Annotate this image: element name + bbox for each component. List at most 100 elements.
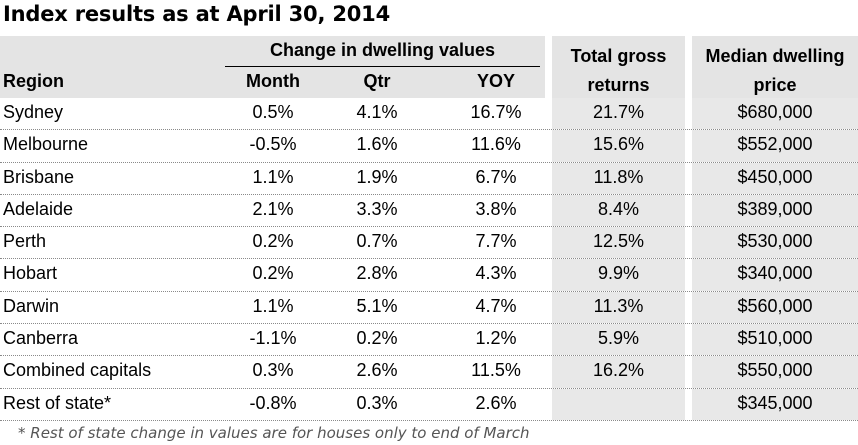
cell-qtr: 5.1% xyxy=(356,295,398,316)
cell-month: 0.2% xyxy=(252,231,294,252)
cell-yoy: 2.6% xyxy=(475,392,517,413)
column-header-total-gross: Total gross returns xyxy=(552,42,685,100)
total-gross-band xyxy=(552,388,685,420)
total-gross-band xyxy=(552,98,685,130)
cell-total-gross: 8.4% xyxy=(597,198,640,219)
cell-month: 0.3% xyxy=(252,360,294,381)
median-band xyxy=(692,291,858,324)
cell-region: Hobart xyxy=(3,263,58,284)
cell-region: Darwin xyxy=(3,295,60,316)
column-header-qtr: Qtr xyxy=(363,71,391,91)
cell-total-gross: 21.7% xyxy=(592,102,645,122)
cell-region: Combined capitals xyxy=(3,360,152,381)
cell-month: 0.2% xyxy=(252,263,294,284)
cell-total-gross: 9.9% xyxy=(597,263,640,284)
cell-total-gross: 11.3% xyxy=(593,295,644,316)
column-header-median-line1: Median dwelling xyxy=(705,46,845,66)
header-band-median: Median dwelling price xyxy=(692,36,858,98)
table-body: Sydney 0.5% 4.1% 16.7% 21.7% $680,000 Melbourn… xyxy=(0,98,858,421)
table-row: Combined capitals 0.3% 2.6% 11.5% 16.2% $550,… xyxy=(0,356,858,389)
cell-month: 1.1% xyxy=(252,166,294,187)
cell-yoy: 4.3% xyxy=(475,263,517,284)
column-header-total-gross-line2: returns xyxy=(587,75,650,95)
total-gross-band xyxy=(552,162,685,194)
median-band xyxy=(692,130,858,162)
cell-qtr: 2.6% xyxy=(356,360,398,381)
median-band xyxy=(692,388,858,420)
cell-qtr: 2.8% xyxy=(356,263,398,284)
cell-median-price: $345,000 xyxy=(737,392,813,413)
cell-month: 1.1% xyxy=(252,295,294,316)
cell-total-gross: 15.6% xyxy=(592,134,645,155)
cell-qtr: 1.6% xyxy=(356,134,398,155)
median-band xyxy=(692,324,858,356)
cell-total-gross: 5.9% xyxy=(597,328,640,349)
cell-median-price: $530,000 xyxy=(737,231,813,252)
cell-qtr: 4.1% xyxy=(356,102,398,122)
total-gross-band xyxy=(552,130,685,162)
cell-month: 2.1% xyxy=(252,198,294,219)
cell-median-price: $340,000 xyxy=(737,263,813,284)
footnote: * Rest of state change in values are for… xyxy=(18,424,530,442)
cell-median-price: $389,000 xyxy=(737,198,813,219)
cell-yoy: 11.5% xyxy=(471,360,521,381)
cell-region: Brisbane xyxy=(3,166,75,187)
cell-qtr: 0.2% xyxy=(356,328,398,349)
median-band xyxy=(692,162,858,194)
table-row: Melbourne -0.5% 1.6% 11.6% 15.6% $552,000 xyxy=(0,130,858,163)
cell-median-price: $552,000 xyxy=(737,134,813,155)
cell-month: -0.8% xyxy=(249,392,297,413)
cell-total-gross: 16.2% xyxy=(592,360,645,381)
median-band xyxy=(692,98,858,130)
median-band xyxy=(692,227,858,259)
column-header-median: Median dwelling price xyxy=(692,42,858,100)
cell-region: Adelaide xyxy=(3,198,74,219)
cell-qtr: 3.3% xyxy=(356,198,398,219)
cell-yoy: 1.2% xyxy=(475,328,517,349)
cell-yoy: 16.7% xyxy=(470,102,522,122)
cell-yoy: 6.7% xyxy=(475,166,517,187)
cell-yoy: 4.7% xyxy=(475,295,517,316)
total-gross-band xyxy=(552,324,685,356)
header-band-total-gross: Total gross returns xyxy=(552,36,685,98)
cell-total-gross: 11.8% xyxy=(593,166,644,187)
table-row: Adelaide 2.1% 3.3% 3.8% 8.4% $389,000 xyxy=(0,194,858,228)
cell-qtr: 1.9% xyxy=(356,166,398,187)
cell-median-price: $560,000 xyxy=(737,295,813,316)
cell-region: Melbourne xyxy=(3,134,89,155)
header-band-change: Change in dwelling values Region Month Q… xyxy=(0,36,545,98)
cell-median-price: $550,000 xyxy=(737,360,813,381)
cell-median-price: $510,000 xyxy=(737,328,813,349)
total-gross-band xyxy=(552,356,685,388)
cell-yoy: 3.8% xyxy=(475,198,517,219)
cell-yoy: 11.6% xyxy=(471,134,521,155)
column-header-yoy: YOY xyxy=(476,71,515,91)
table-row: Brisbane 1.1% 1.9% 6.7% 11.8% $450,000 xyxy=(0,162,858,195)
total-gross-band xyxy=(552,227,685,259)
cell-month: 0.5% xyxy=(252,102,294,122)
table-row: Hobart 0.2% 2.8% 4.3% 9.9% $340,000 xyxy=(0,259,858,292)
cell-median-price: $450,000 xyxy=(737,166,813,187)
cell-total-gross: 12.5% xyxy=(592,231,645,252)
total-gross-band xyxy=(552,194,685,227)
cell-month: -0.5% xyxy=(249,134,297,155)
column-header-median-line2: price xyxy=(753,75,797,95)
cell-region: Sydney xyxy=(3,102,64,122)
median-band xyxy=(692,194,858,227)
column-header-total-gross-line1: Total gross xyxy=(570,46,667,66)
median-band xyxy=(692,356,858,388)
total-gross-band xyxy=(552,291,685,324)
table-row: Canberra -1.1% 0.2% 1.2% 5.9% $510,000 xyxy=(0,324,858,357)
table-row: Rest of state* -0.8% 0.3% 2.6% $345,000 xyxy=(0,388,858,421)
cell-region: Perth xyxy=(3,231,47,252)
total-gross-band xyxy=(552,259,685,291)
group-header-change: Change in dwelling values xyxy=(269,40,496,60)
column-header-month: Month xyxy=(246,71,300,91)
cell-month: -1.1% xyxy=(249,328,297,349)
cell-median-price: $680,000 xyxy=(737,102,813,122)
table-title: Index results as at April 30, 2014 xyxy=(3,2,391,26)
table-row: Sydney 0.5% 4.1% 16.7% 21.7% $680,000 xyxy=(0,98,858,131)
cell-qtr: 0.7% xyxy=(356,231,398,252)
group-header-rule xyxy=(225,66,540,67)
cell-region: Rest of state* xyxy=(3,392,112,413)
